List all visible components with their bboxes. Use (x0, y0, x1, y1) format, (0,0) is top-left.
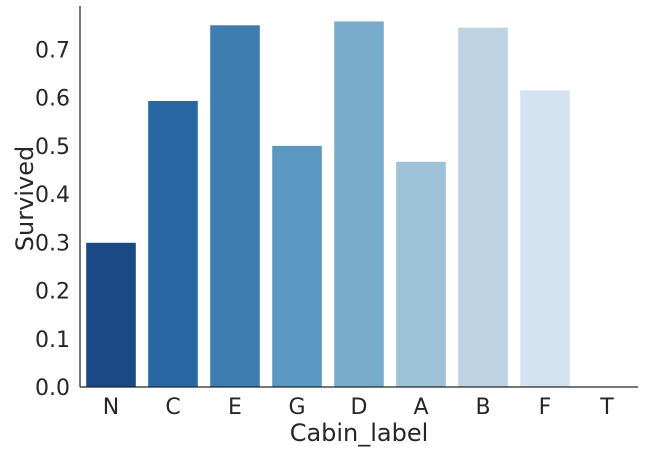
bar-B (458, 27, 508, 387)
y-tick-label: 0.2 (35, 280, 70, 305)
x-tick-label: D (351, 395, 368, 420)
x-tick-label: C (165, 395, 180, 420)
x-tick-label: N (103, 395, 119, 420)
x-tick-label: B (475, 395, 490, 420)
y-tick-label: 0.5 (35, 135, 70, 160)
y-tick-label: 0.6 (35, 87, 70, 112)
bar-N (86, 242, 136, 387)
y-tick-label: 0.1 (35, 328, 70, 353)
y-tick-label: 0.3 (35, 231, 70, 256)
bar-A (396, 161, 446, 387)
y-tick-label: 0.0 (35, 376, 70, 401)
x-axis-label: Cabin_label (290, 419, 429, 447)
bar-C (148, 101, 198, 388)
y-tick-label: 0.7 (35, 38, 70, 63)
bar-D (334, 21, 384, 387)
x-tick-label: T (599, 395, 614, 420)
bar-E (210, 25, 260, 388)
y-tick-label: 0.4 (35, 183, 70, 208)
bar-G (272, 145, 322, 387)
x-tick-label: E (228, 395, 242, 420)
bars-group (86, 21, 570, 388)
y-axis-ticks: 0.0 0.1 0.2 0.3 0.4 0.5 0.6 0.7 (35, 38, 70, 401)
bar-F (520, 90, 570, 387)
x-tick-label: G (288, 395, 305, 420)
x-tick-label: A (413, 395, 428, 420)
x-tick-label: F (539, 395, 552, 420)
y-axis-label: Survived (11, 146, 39, 251)
